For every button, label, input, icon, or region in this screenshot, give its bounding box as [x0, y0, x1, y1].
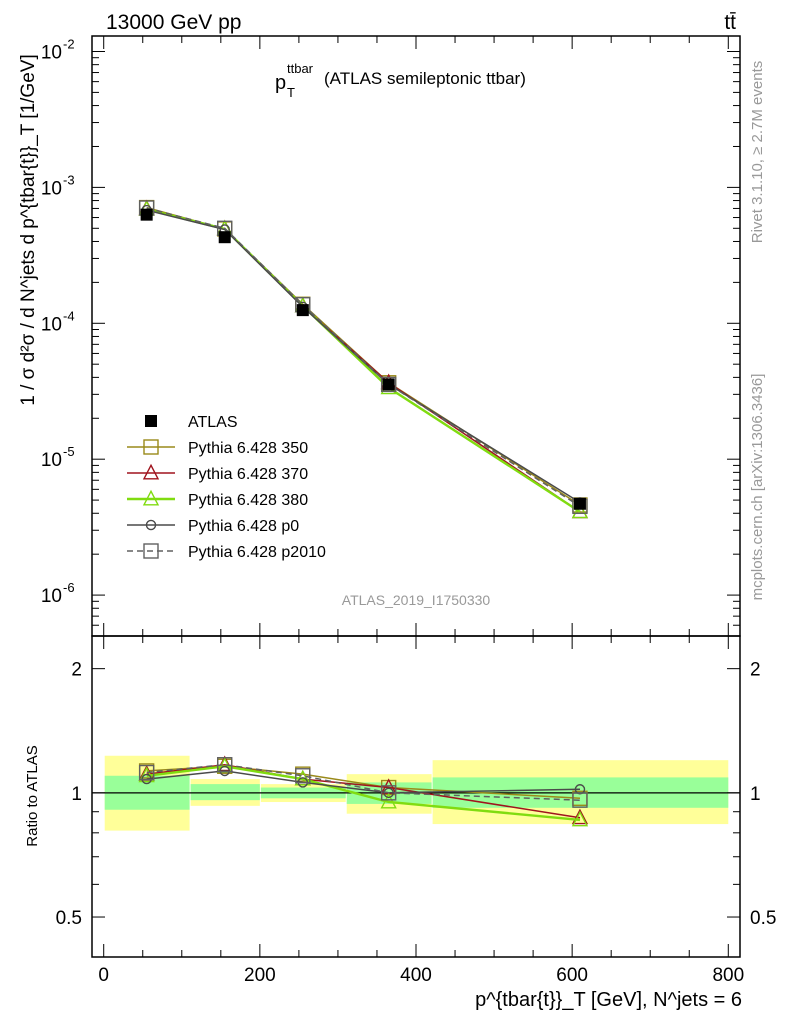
- ratio-y-tick-label-right: 0.5: [750, 908, 776, 929]
- legend-marker-pythia-6-428-380: [142, 489, 160, 506]
- ratio-pythia-6-428-p0-point: [383, 787, 394, 799]
- pythia-6-428-380-point: [571, 502, 589, 519]
- ratio-y-tick-label-right: 1: [750, 784, 761, 805]
- x-tick-label: 0: [98, 965, 109, 986]
- legend-marker-pythia-6-428-p0: [145, 519, 157, 531]
- x-tick-label: 600: [556, 965, 588, 986]
- legend-marker-atlas: [145, 415, 157, 427]
- main-y-tick-exponent: -3: [63, 172, 75, 187]
- atlas-point: [382, 378, 395, 391]
- x-axis-label: p^{tbar{t}}_T [GeV], N^jets = 6: [475, 989, 742, 1011]
- title-sub: T: [287, 85, 295, 100]
- atlas-point: [140, 208, 153, 221]
- ratio-pythia-6-428-380-point: [138, 766, 155, 783]
- legend-marker-pythia-6-428-370: [142, 463, 160, 480]
- legend-label-pythia-6-428-380: Pythia 6.428 380: [188, 492, 308, 509]
- legend-label-pythia-6-428-350: Pythia 6.428 350: [188, 440, 308, 457]
- main-y-tick-label: 10: [41, 586, 62, 607]
- legend: ATLAS Pythia 6.428 350 Pythia 6.428 370 Pyt…: [127, 414, 326, 561]
- main-y-tick-label: 10: [41, 42, 62, 63]
- x-tick-label: 400: [400, 965, 432, 986]
- ratio-series-layer: [138, 755, 589, 827]
- title-sup: ttbar: [287, 61, 314, 76]
- ratio-pythia-6-428-p2010-point: [138, 764, 155, 781]
- ratio-pythia-6-428-380-point: [294, 769, 311, 786]
- plot-title: p ttbar T (ATLAS semileptonic ttbar): [275, 61, 526, 100]
- main-y-tick-label: 10: [41, 314, 62, 335]
- legend-marker-pythia-6-428-350: [143, 439, 159, 455]
- pythia-6-428-p2010-point: [380, 376, 397, 393]
- x-tick-label: 800: [712, 965, 744, 986]
- ratio-y-tick-label-left: 1: [71, 784, 82, 805]
- pythia-6-428-350-line: [146, 206, 581, 506]
- main-y-tick-exponent: -2: [63, 36, 75, 51]
- legend-label-atlas: ATLAS: [188, 414, 238, 431]
- inner-uncertainty-band: [190, 784, 260, 801]
- main-series-layer: [138, 199, 589, 519]
- main-y-axis-label: 1 / σ d²σ / d N^jets d p^{tbar{t}}_T [1/…: [18, 54, 39, 405]
- main-y-tick-label: 10: [41, 450, 62, 471]
- ratio-y-tick-label-left: 2: [71, 660, 82, 681]
- main-y-tick-label: 10: [41, 178, 62, 199]
- ratio-pythia-6-428-p2010-point: [380, 785, 397, 801]
- ratio-pythia-6-428-380-point: [571, 810, 589, 827]
- ratio-y-tick-label-right: 2: [750, 660, 761, 681]
- atlas-point: [573, 497, 586, 510]
- ratio-pythia-6-428-p2010-point: [217, 757, 233, 773]
- legend-label-pythia-6-428-p2010: Pythia 6.428 p2010: [188, 544, 326, 561]
- legend-label-pythia-6-428-p0: Pythia 6.428 p0: [188, 518, 299, 535]
- ratio-frame: 0.5 0.5 1 1 2 2 0 200 400 600 800: [56, 635, 776, 986]
- x-tick-label: 200: [244, 965, 276, 986]
- title-main: p: [275, 72, 286, 94]
- process-label: tt̄: [724, 11, 736, 34]
- main-y-tick-exponent: -5: [63, 444, 75, 459]
- pythia-6-428-p2010-line: [146, 207, 581, 507]
- main-frame: 10-610-510-410-310-2: [41, 35, 741, 637]
- ratio-pythia-6-428-p2010-point: [295, 768, 311, 784]
- legend-label-pythia-6-428-370: Pythia 6.428 370: [188, 466, 308, 483]
- legend-marker-pythia-6-428-p2010: [143, 543, 159, 559]
- ratio-pythia-6-428-p2010-line: [146, 763, 581, 801]
- atlas-point: [218, 231, 231, 244]
- ratio-pythia-6-428-370-point: [571, 808, 589, 825]
- ratio-pythia-6-428-p2010-point: [572, 792, 588, 808]
- side-rivet-label: Rivet 3.1.10, ≥ 2.7M events: [749, 61, 766, 244]
- main-y-tick-exponent: -6: [63, 580, 75, 595]
- pythia-6-428-p0-line: [146, 209, 581, 504]
- atlas-point: [296, 304, 309, 317]
- ratio-pythia-6-428-380-point: [380, 792, 397, 809]
- main-y-tick-exponent: -4: [63, 308, 75, 323]
- side-mcplots-label: mcplots.cern.ch [arXiv:1306.3436]: [749, 374, 766, 601]
- ratio-y-tick-label-left: 0.5: [56, 908, 82, 929]
- title-rest: (ATLAS semileptonic ttbar): [324, 69, 526, 88]
- ratio-y-axis-label: Ratio to ATLAS: [24, 745, 41, 846]
- energy-label: 13000 GeV pp: [106, 11, 241, 34]
- ratio-pythia-6-428-p0-point: [219, 765, 230, 777]
- analysis-label: ATLAS_2019_I1750330: [342, 592, 491, 608]
- ratio-pythia-6-428-380-line: [146, 765, 581, 822]
